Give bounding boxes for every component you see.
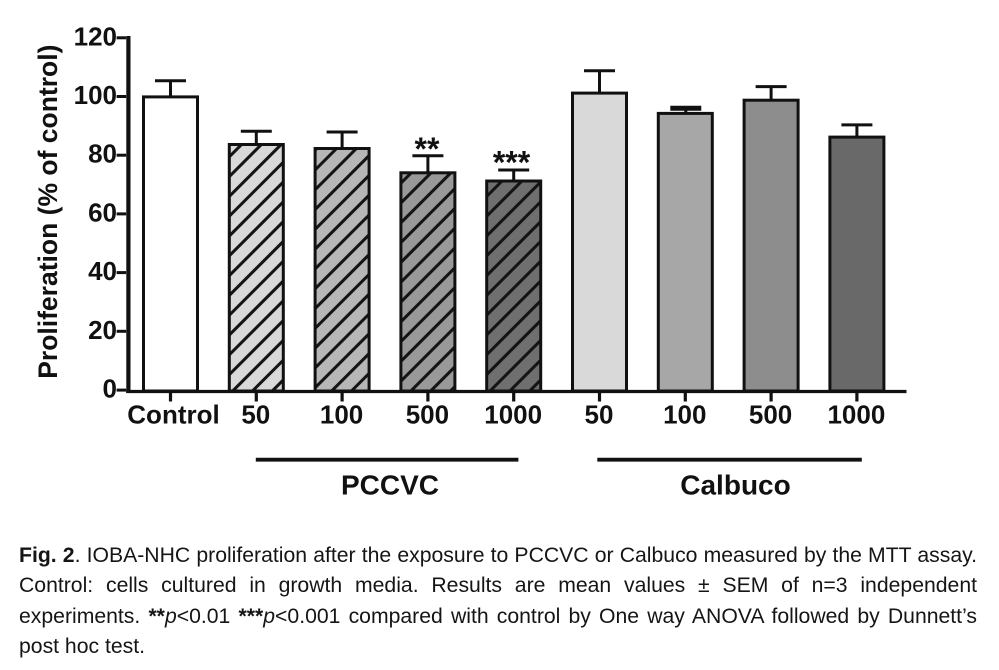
svg-text:100: 100: [663, 400, 706, 430]
svg-text:50: 50: [585, 400, 614, 430]
svg-text:50: 50: [241, 400, 270, 430]
svg-text:Control: Control: [127, 400, 219, 430]
svg-text:500: 500: [749, 400, 792, 430]
svg-text:1000: 1000: [484, 400, 542, 430]
svg-text:120: 120: [74, 21, 117, 51]
svg-text:1000: 1000: [827, 400, 885, 430]
svg-text:PCCVC: PCCVC: [341, 470, 439, 501]
svg-text:100: 100: [74, 80, 117, 110]
svg-text:**: **: [415, 131, 440, 167]
svg-text:***: ***: [493, 145, 531, 181]
svg-text:Proliferation (% of control): Proliferation (% of control): [33, 45, 63, 379]
svg-text:0: 0: [103, 374, 117, 404]
svg-text:60: 60: [88, 197, 117, 227]
svg-text:80: 80: [88, 139, 117, 169]
svg-text:500: 500: [406, 400, 449, 430]
svg-text:40: 40: [88, 256, 117, 286]
svg-text:20: 20: [88, 315, 117, 345]
svg-text:Calbuco: Calbuco: [680, 470, 790, 501]
svg-text:100: 100: [320, 400, 363, 430]
